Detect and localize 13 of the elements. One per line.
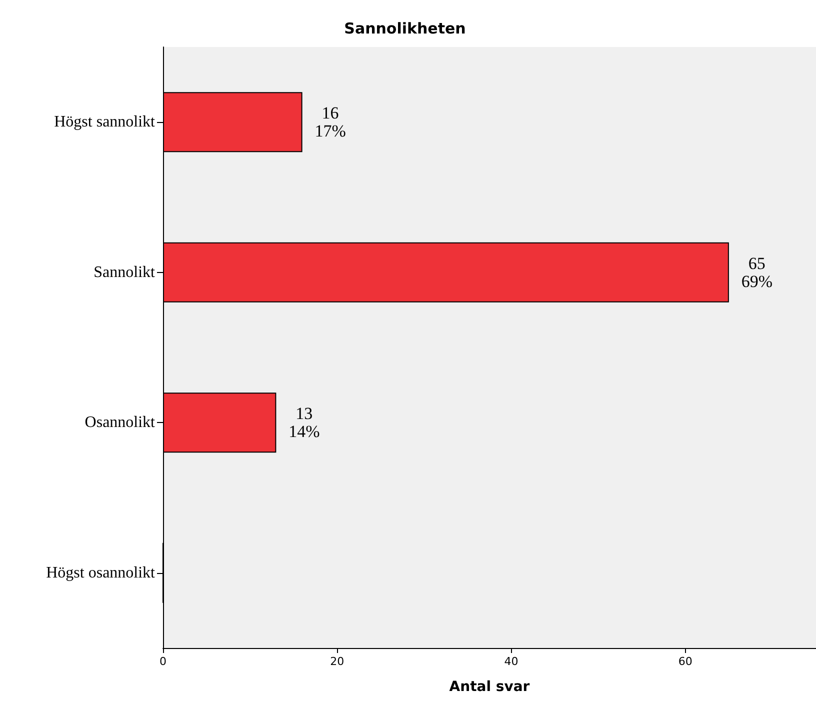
x-tick-label: 0 <box>160 655 166 668</box>
y-tick-label: Högst osannolikt <box>46 564 156 582</box>
x-axis-title: Antal svar <box>449 679 530 695</box>
y-tick-label: Högst sannolikt <box>54 114 156 131</box>
chart-title: Sannolikheten <box>344 20 466 38</box>
y-tick-label: Sannolikt <box>94 264 156 281</box>
x-tick-label: 40 <box>504 655 518 668</box>
data-label: 13 14% <box>288 404 320 442</box>
data-label: 16 17% <box>314 104 346 141</box>
x-tick-label: 60 <box>678 655 692 668</box>
x-tick-label: 20 <box>330 655 344 668</box>
data-label: 65 69% <box>741 254 773 291</box>
y-tick-label: Osannolikt <box>84 414 156 432</box>
